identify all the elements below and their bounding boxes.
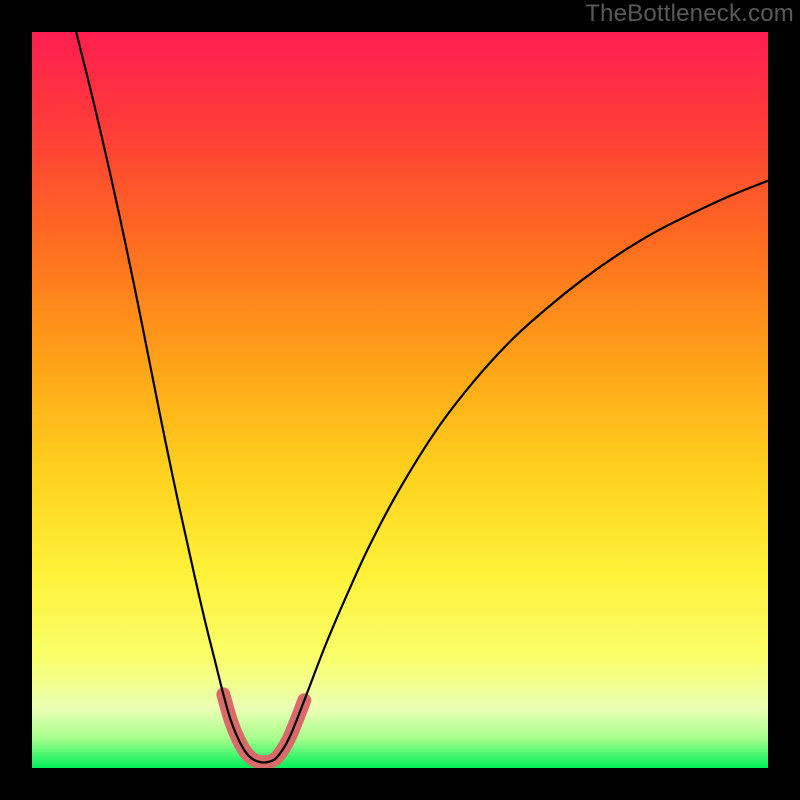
- watermark-text: TheBottleneck.com: [585, 0, 794, 28]
- curve-layer: [32, 32, 768, 768]
- chart-frame: TheBottleneck.com: [0, 0, 800, 800]
- plot-area: [32, 32, 768, 768]
- curve-path: [76, 32, 768, 763]
